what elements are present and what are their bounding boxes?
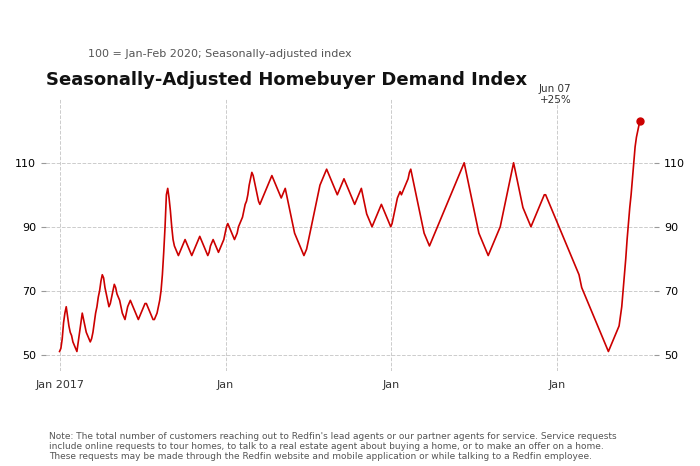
Text: 100 = Jan-Feb 2020; Seasonally-adjusted index: 100 = Jan-Feb 2020; Seasonally-adjusted … [88,49,351,59]
Text: Seasonally-Adjusted Homebuyer Demand Index: Seasonally-Adjusted Homebuyer Demand Ind… [46,71,527,89]
Text: Jun 07
+25%: Jun 07 +25% [539,83,571,105]
Text: Note: The total number of customers reaching out to Redfin's lead agents or our : Note: The total number of customers reac… [49,432,617,461]
